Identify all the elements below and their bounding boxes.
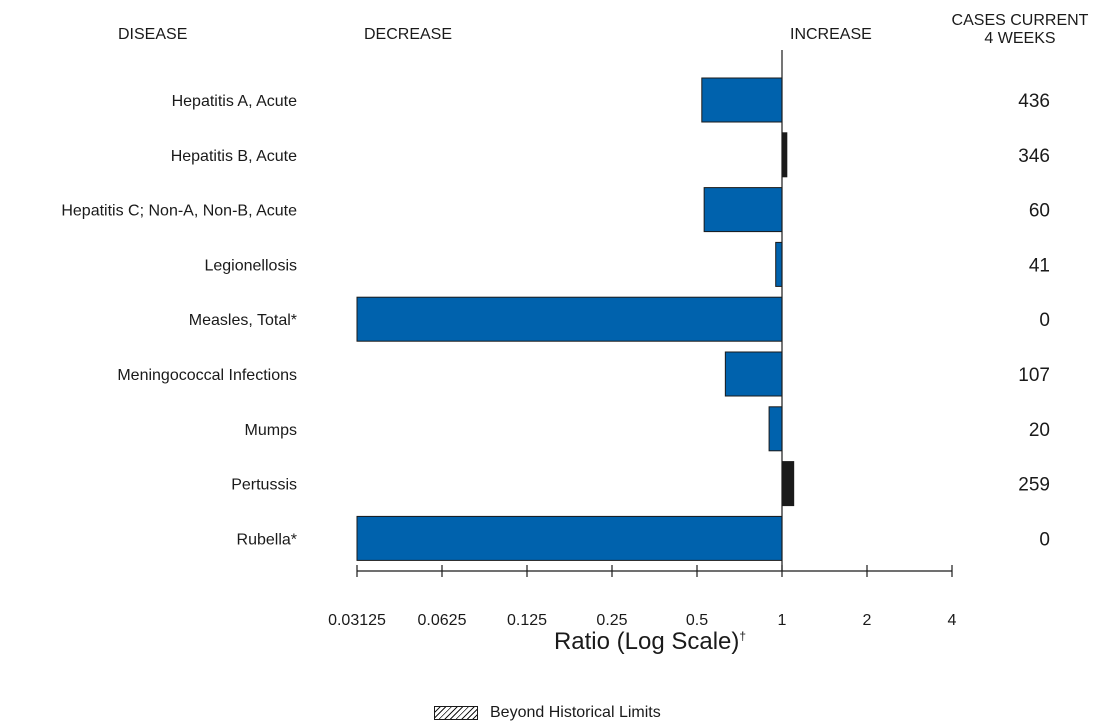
case-count-5: 107 [1018, 365, 1050, 386]
case-count-0: 436 [1018, 91, 1050, 112]
disease-label-3: Legionellosis [204, 257, 297, 274]
disease-label-8: Rubella* [237, 531, 297, 548]
bar-0 [701, 77, 783, 123]
bar-2 [703, 187, 783, 233]
x-tick-label-1: 0.0625 [418, 612, 467, 629]
disease-label-4: Measles, Total* [189, 312, 297, 329]
case-count-8: 0 [1039, 529, 1050, 550]
case-count-1: 346 [1018, 146, 1050, 167]
x-tick-label-6: 2 [863, 612, 872, 629]
bar-5 [724, 351, 783, 397]
bar-8 [356, 515, 783, 561]
bar-6 [768, 406, 783, 452]
disease-label-2: Hepatitis C; Non-A, Non-B, Acute [61, 203, 297, 220]
disease-label-6: Mumps [245, 422, 297, 439]
legend: Beyond Historical Limits [434, 704, 661, 722]
header-decrease: DECREASE [364, 26, 453, 43]
case-count-2: 60 [1029, 201, 1050, 222]
header-cases-current: CASES CURRENT 4 WEEKS [928, 12, 1112, 48]
disease-label-7: Pertussis [231, 477, 297, 494]
x-tick-label-0: 0.03125 [328, 612, 386, 629]
header-increase: INCREASE [790, 26, 872, 43]
x-tick-label-4: 0.5 [686, 612, 708, 629]
header-cases-line2: 4 WEEKS [984, 30, 1056, 47]
x-tick-label-3: 0.25 [596, 612, 627, 629]
x-axis-title-footnote-mark: † [739, 629, 747, 643]
bar-4 [356, 296, 783, 342]
disease-label-1: Hepatitis B, Acute [171, 148, 297, 165]
x-tick-label-5: 1 [778, 612, 787, 629]
disease-label-0: Hepatitis A, Acute [172, 93, 298, 110]
case-count-3: 41 [1029, 255, 1050, 276]
bar-1 [781, 132, 788, 178]
x-tick-label-2: 0.125 [507, 612, 547, 629]
case-count-7: 259 [1018, 475, 1050, 496]
legend-hatched-swatch [434, 706, 478, 720]
case-count-6: 20 [1029, 420, 1050, 441]
header-cases-line1: CASES CURRENT [951, 12, 1089, 29]
x-axis-title-text: Ratio (Log Scale) [553, 628, 740, 655]
x-tick-label-7: 4 [948, 612, 957, 629]
x-axis-title: Ratio (Log Scale)† [500, 628, 800, 656]
bar-7 [781, 461, 795, 507]
case-count-4: 0 [1039, 310, 1050, 331]
bar-3 [775, 241, 783, 287]
legend-label: Beyond Historical Limits [490, 704, 661, 721]
disease-label-5: Meningococcal Infections [117, 367, 297, 384]
header-disease: DISEASE [118, 26, 188, 43]
